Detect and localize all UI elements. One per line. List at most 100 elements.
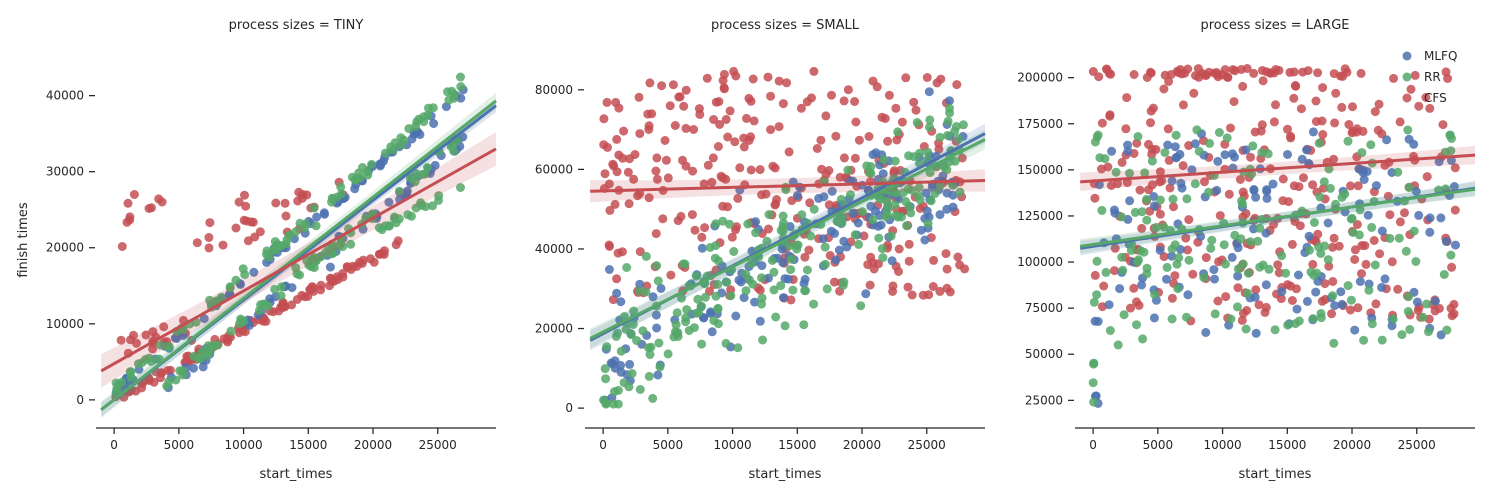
point-cfs [774, 76, 784, 86]
point-mlfq [1107, 146, 1117, 156]
point-cfs [1328, 242, 1337, 252]
point-rr [1117, 212, 1127, 222]
point-mlfq [935, 210, 945, 220]
point-rr [1155, 195, 1165, 205]
legend-label-mlfq: MLFQ [1424, 49, 1457, 63]
point-cfs [643, 109, 653, 119]
point-cfs [897, 117, 907, 127]
point-rr [634, 286, 644, 296]
point-rr [1125, 168, 1134, 178]
point-rr [1370, 260, 1380, 270]
point-cfs [366, 254, 375, 264]
point-cfs [1318, 83, 1328, 93]
point-cfs [1147, 149, 1157, 159]
point-rr [645, 350, 655, 359]
point-rr [778, 225, 788, 235]
point-cfs [727, 232, 737, 242]
point-rr [877, 244, 887, 254]
point-cfs [1090, 193, 1100, 203]
point-rr [678, 259, 688, 269]
point-mlfq [1262, 185, 1272, 195]
point-cfs [936, 74, 946, 84]
point-cfs [894, 244, 904, 254]
point-rr [915, 148, 924, 158]
point-rr [600, 364, 610, 374]
point-cfs [1389, 73, 1398, 83]
point-rr [641, 251, 651, 261]
point-rr [1139, 247, 1149, 257]
point-mlfq [1251, 192, 1261, 202]
point-mlfq [1261, 228, 1271, 238]
point-cfs [391, 240, 401, 250]
point-cfs [1129, 70, 1139, 79]
point-cfs [242, 216, 252, 226]
point-rr [628, 320, 638, 329]
y-tick-label: 0 [565, 401, 573, 415]
point-rr [705, 243, 715, 252]
point-rr [446, 142, 456, 152]
point-rr [843, 165, 853, 175]
point-rr [1367, 222, 1377, 232]
point-mlfq [1209, 265, 1219, 275]
point-cfs [1181, 233, 1191, 243]
point-cfs [1286, 133, 1296, 143]
point-rr [914, 183, 924, 192]
point-mlfq [1425, 227, 1435, 237]
point-cfs [1356, 68, 1366, 78]
point-mlfq [1436, 213, 1446, 223]
point-mlfq [1201, 328, 1211, 337]
point-rr [868, 215, 878, 225]
point-rr [915, 195, 925, 205]
point-cfs [651, 229, 661, 239]
point-rr [421, 202, 431, 212]
point-mlfq [763, 273, 773, 283]
point-cfs [761, 189, 771, 199]
point-mlfq [199, 314, 209, 324]
point-rr [801, 286, 810, 296]
point-mlfq [1292, 304, 1302, 314]
point-cfs [1421, 93, 1431, 102]
point-cfs [316, 280, 326, 290]
point-rr [1255, 223, 1265, 233]
point-mlfq [1196, 231, 1206, 241]
legend-label-rr: RR [1424, 70, 1441, 84]
point-cfs [1251, 285, 1261, 295]
point-cfs [1224, 189, 1234, 199]
point-rr [456, 82, 466, 92]
point-rr [846, 190, 855, 200]
point-rr [295, 218, 305, 228]
point-mlfq [779, 293, 788, 303]
point-cfs [915, 204, 925, 213]
point-cfs [1327, 309, 1337, 319]
point-rr [1113, 340, 1123, 350]
point-cfs [1178, 100, 1188, 110]
y-tick-label: 40000 [46, 89, 84, 103]
x-axis-label: start_times [1239, 467, 1312, 482]
point-mlfq [1434, 157, 1444, 167]
point-cfs [652, 174, 662, 184]
point-rr [627, 369, 637, 378]
point-mlfq [635, 279, 645, 289]
point-rr [925, 115, 935, 125]
point-rr [201, 349, 211, 359]
point-rr [820, 259, 830, 269]
point-mlfq [384, 197, 394, 207]
point-cfs [1344, 120, 1354, 129]
point-rr [175, 366, 185, 376]
point-cfs [786, 295, 796, 305]
point-rr [1210, 309, 1220, 319]
point-cfs [1155, 167, 1165, 177]
point-mlfq [1137, 280, 1147, 290]
point-rr [1442, 325, 1452, 335]
point-rr [711, 291, 721, 301]
point-cfs [1395, 117, 1405, 127]
point-rr [336, 238, 346, 248]
point-cfs [1357, 269, 1366, 279]
point-cfs [702, 73, 712, 83]
point-rr [747, 259, 756, 269]
point-mlfq [920, 235, 930, 245]
point-cfs [945, 287, 955, 297]
point-mlfq [697, 243, 707, 253]
point-rr [1253, 236, 1263, 246]
y-tick-label: 80000 [535, 83, 573, 97]
